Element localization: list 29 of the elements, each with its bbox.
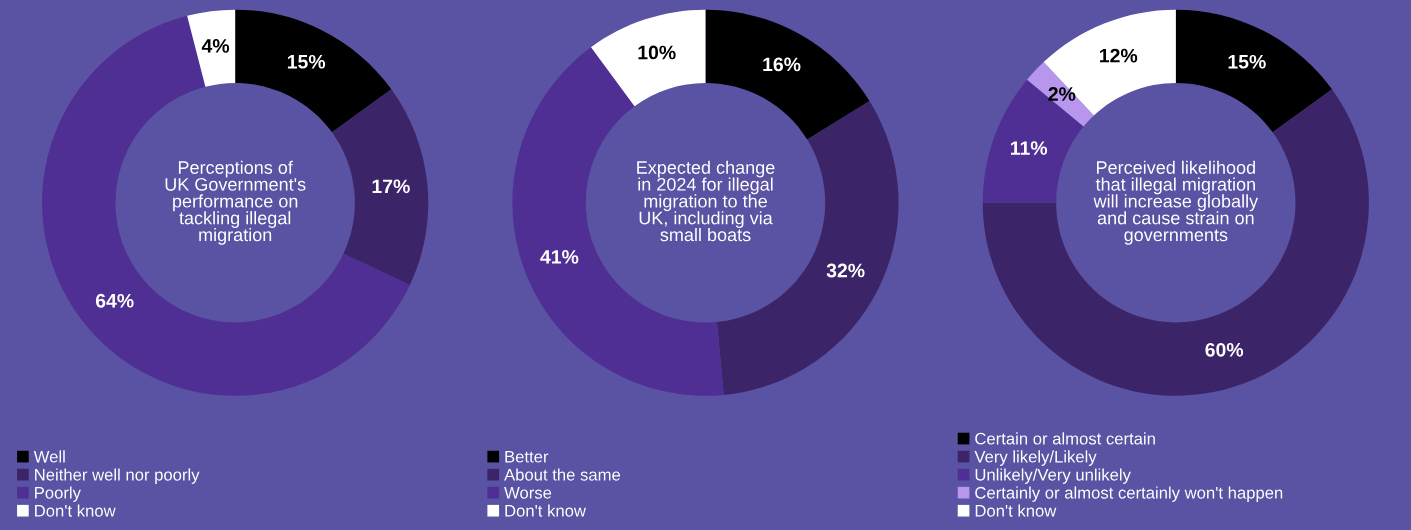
data-label: 15% (287, 54, 326, 69)
data-label: 2% (1048, 87, 1076, 101)
legend-label: Don't know (975, 504, 1057, 517)
legend-label: Poorly (35, 486, 81, 502)
data-label: 15% (1228, 54, 1266, 69)
text: Perceptions of UK Government's performance on tackling illegal migration (165, 160, 306, 245)
legend-label: Unlikely/Very unlikely (975, 468, 1131, 484)
data-label: 12% (1100, 48, 1138, 63)
data-label: 64% (95, 293, 134, 308)
legend-label: Don't know (35, 504, 116, 517)
data-label: 17% (372, 179, 410, 194)
data-label: 32% (826, 263, 865, 278)
text: Perceived likelihood that illegal migration will increase globally and cause strain on governments (1093, 160, 1259, 245)
legend-label: Worse (504, 487, 552, 499)
text: Expected change in 2024 for illegal migration to the UK, including via small boats (637, 160, 775, 242)
legend-label: Well (33, 450, 65, 463)
data-label: 41% (540, 250, 579, 264)
legend-label: Don't know (505, 504, 587, 517)
legend-label: About the same (504, 468, 621, 481)
legend-label: Certain or almost certain (975, 432, 1155, 445)
data-label: 11% (1010, 141, 1048, 155)
data-label: 60% (1205, 342, 1244, 357)
legend-label: Certainly or almost certainly won't happen (975, 486, 1283, 502)
data-label: 4% (201, 39, 230, 53)
legend-label: Very likely/Likely (974, 450, 1097, 466)
legend-label: Better (505, 450, 549, 463)
legend-label: Neither well nor poorly (35, 468, 200, 484)
data-label: 10% (638, 45, 676, 60)
data-label: 16% (763, 57, 801, 72)
